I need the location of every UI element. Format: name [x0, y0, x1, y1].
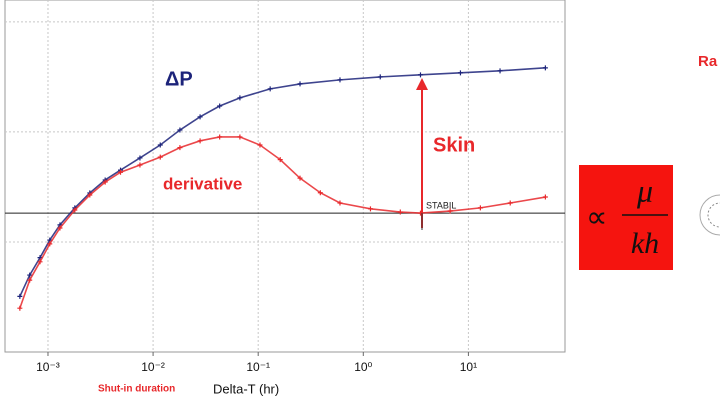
- data-point: [297, 81, 303, 87]
- data-point: [367, 206, 373, 212]
- data-point: [337, 77, 343, 83]
- data-point: [257, 142, 263, 148]
- data-point: [27, 277, 33, 283]
- series-label: ΔP: [165, 68, 193, 90]
- data-point: [297, 175, 303, 181]
- x-tick-label: 10⁻²: [141, 360, 165, 374]
- formula-box: [579, 165, 673, 270]
- data-point: [17, 305, 23, 311]
- x-note: Shut-in duration: [98, 384, 175, 395]
- data-point: [277, 157, 283, 163]
- skin-label: Skin: [433, 134, 475, 156]
- data-point: [87, 192, 93, 198]
- data-point: [237, 134, 243, 140]
- data-point: [157, 142, 163, 148]
- data-point: [397, 209, 403, 215]
- data-point: [47, 241, 53, 247]
- decor-circle: [699, 194, 720, 236]
- data-point: [477, 205, 483, 211]
- data-point: [337, 200, 343, 206]
- x-tick-label: 10⁻¹: [246, 360, 270, 374]
- data-point: [157, 154, 163, 160]
- data-point: [197, 114, 203, 120]
- data-point: [217, 134, 223, 140]
- side-label: Ra: [698, 53, 718, 70]
- plot: 10⁻³ 10⁻² 10⁻¹ 10⁰ 10¹: [5, 0, 565, 374]
- data-point: [237, 95, 243, 101]
- data-point: [72, 207, 78, 213]
- x-axis-label: Delta-T (hr): [213, 381, 279, 396]
- data-point: [118, 169, 124, 175]
- data-point: [317, 190, 323, 196]
- formula-denominator: kh: [631, 227, 659, 260]
- data-point: [217, 103, 223, 109]
- data-point: [17, 293, 23, 299]
- skin-arrow-head: [416, 78, 428, 90]
- data-point: [177, 127, 183, 133]
- data-point: [177, 145, 183, 151]
- data-point: [137, 155, 143, 161]
- data-point: [542, 194, 548, 200]
- data-point: [377, 74, 383, 80]
- data-point: [57, 225, 63, 231]
- formula-symbol: ∝: [586, 201, 607, 234]
- data-point: [102, 179, 108, 185]
- data-point: [37, 259, 43, 265]
- data-point: [447, 208, 453, 214]
- series-label: derivative: [163, 174, 242, 193]
- data-point: [27, 272, 33, 278]
- data-point: [542, 65, 548, 71]
- x-tick-label: 10⁰: [354, 360, 372, 374]
- data-point: [507, 200, 513, 206]
- data-point: [197, 138, 203, 144]
- formula-numerator: μ: [636, 172, 653, 208]
- plot-frame: [4, 0, 566, 353]
- x-tick-label: 10⁻³: [36, 360, 60, 374]
- data-point: [497, 68, 503, 74]
- decor-circle: [707, 202, 720, 228]
- data-point: [137, 162, 143, 168]
- data-point: [267, 86, 273, 92]
- data-point: [417, 72, 423, 78]
- x-tick-label: 10¹: [460, 360, 477, 374]
- stabil-label: STABIL: [426, 200, 456, 210]
- data-point: [457, 70, 463, 76]
